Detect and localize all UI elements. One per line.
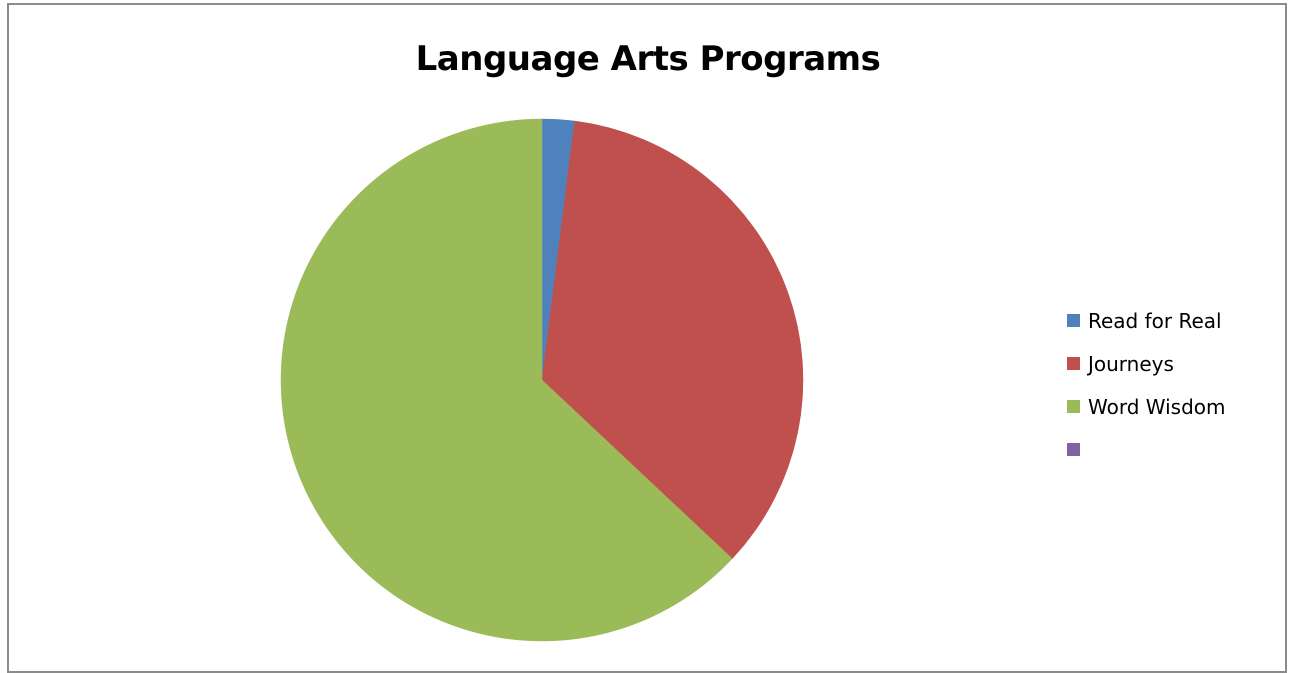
- pie-slice-journeys: [541, 120, 804, 560]
- legend-item: [1067, 428, 1226, 471]
- legend-label: Read for Real: [1088, 308, 1222, 333]
- legend-swatch: [1067, 400, 1080, 413]
- pie-slice-word-wisdom: [280, 118, 733, 642]
- legend: Read for Real Journeys Word Wisdom: [1067, 299, 1226, 471]
- legend-swatch: [1067, 314, 1080, 327]
- legend-item: Word Wisdom: [1067, 385, 1226, 428]
- legend-item: Journeys: [1067, 342, 1226, 385]
- legend-label: Word Wisdom: [1088, 394, 1226, 419]
- legend-swatch: [1067, 357, 1080, 370]
- legend-item: Read for Real: [1067, 299, 1226, 342]
- legend-swatch: [1067, 443, 1080, 456]
- pie-chart: [280, 118, 804, 642]
- chart-area: Language Arts Programs Read for Real Jour…: [7, 3, 1287, 673]
- legend-label: Journeys: [1088, 351, 1174, 376]
- chart-title: Language Arts Programs: [415, 39, 881, 79]
